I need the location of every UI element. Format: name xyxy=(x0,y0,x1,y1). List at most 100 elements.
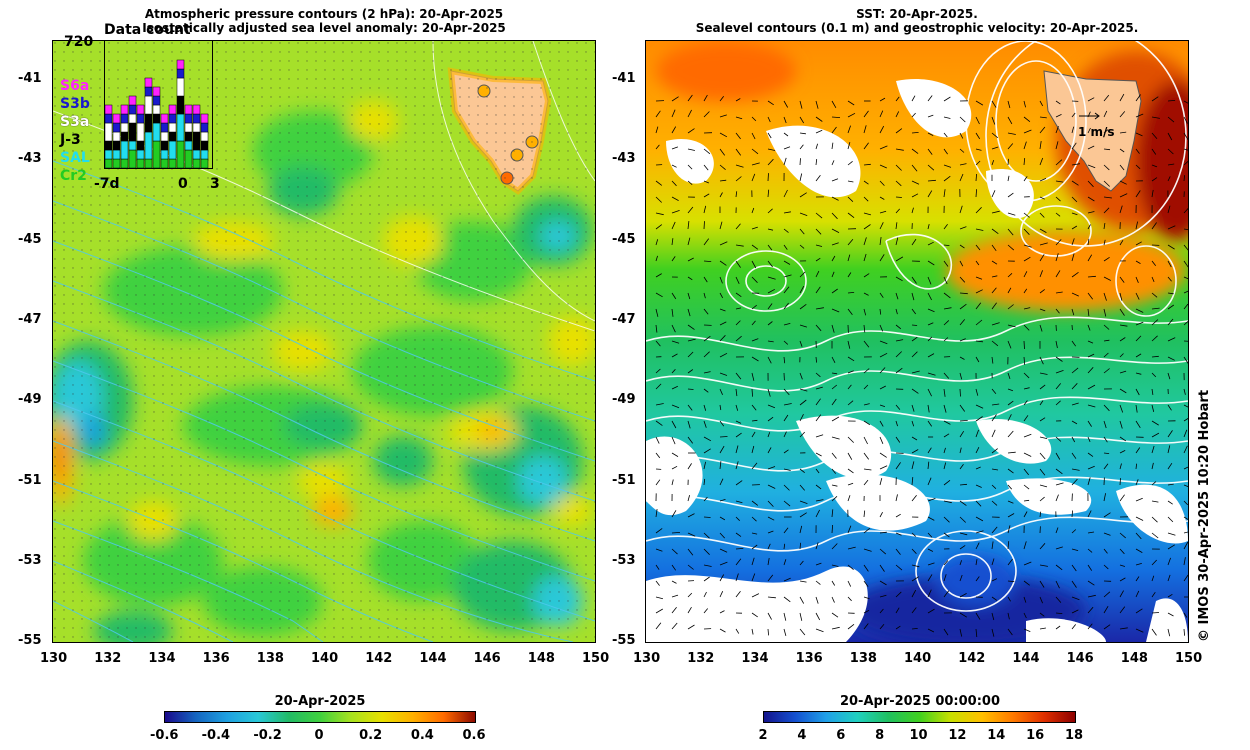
velocity-arrow xyxy=(975,466,981,470)
velocity-arrow xyxy=(1167,148,1174,155)
velocity-arrow xyxy=(1087,465,1095,470)
right-colorbar-title: 20-Apr-2025 00:00:00 xyxy=(839,694,1001,709)
inset-bar-segment xyxy=(176,77,185,97)
inset-bar-segment xyxy=(112,158,121,169)
velocity-arrow xyxy=(1151,335,1158,342)
velocity-arrow xyxy=(847,525,852,534)
velocity-arrow xyxy=(975,160,981,166)
velocity-arrow xyxy=(911,193,919,198)
velocity-arrow xyxy=(895,404,901,410)
velocity-arrow xyxy=(1023,628,1031,632)
velocity-arrow xyxy=(1039,580,1045,588)
velocity-arrow xyxy=(799,285,805,294)
velocity-arrow xyxy=(719,388,723,395)
velocity-arrow xyxy=(1071,564,1077,572)
velocity-arrow xyxy=(863,436,868,445)
velocity-arrow xyxy=(943,590,950,598)
velocity-arrow xyxy=(1103,352,1109,358)
velocity-arrow xyxy=(895,324,902,330)
velocity-arrow xyxy=(1151,612,1160,614)
velocity-arrow xyxy=(1151,189,1154,198)
velocity-arrow xyxy=(927,114,934,118)
velocity-arrow xyxy=(1023,340,1025,350)
velocity-arrow xyxy=(815,434,824,438)
velocity-arrow xyxy=(1023,561,1032,566)
velocity-arrow xyxy=(1039,126,1046,134)
velocity-arrow xyxy=(783,559,787,566)
velocity-arrow xyxy=(1071,529,1077,534)
velocity-arrow xyxy=(703,351,710,358)
inset-bar-segment xyxy=(104,140,113,151)
velocity-arrow xyxy=(1103,591,1111,598)
velocity-arrow xyxy=(863,196,869,202)
inset-bar-segment xyxy=(144,131,153,160)
velocity-arrow xyxy=(655,126,659,134)
velocity-arrow xyxy=(943,479,951,486)
velocity-arrow xyxy=(975,189,977,198)
velocity-arrow xyxy=(1135,94,1141,102)
velocity-arrow xyxy=(783,211,791,214)
velocity-arrow xyxy=(1087,404,1096,408)
velocity-arrow xyxy=(671,180,677,187)
velocity-arrow xyxy=(1151,462,1154,470)
sea-level-anomaly-map[interactable] xyxy=(52,40,596,643)
velocity-arrow xyxy=(687,109,692,118)
velocity-arrow xyxy=(671,340,680,344)
velocity-arrow xyxy=(1119,193,1128,198)
velocity-arrow xyxy=(1183,340,1188,342)
velocity-arrow xyxy=(1167,244,1175,250)
velocity-arrow xyxy=(735,164,744,168)
velocity-arrow xyxy=(1135,190,1141,198)
velocity-arrow xyxy=(847,495,851,502)
velocity-arrow xyxy=(671,548,678,555)
velocity-arrow xyxy=(703,516,711,518)
velocity-arrow xyxy=(863,468,872,471)
velocity-arrow xyxy=(1087,623,1093,630)
velocity-arrow xyxy=(863,596,870,600)
velocity-arrow xyxy=(655,212,664,216)
velocity-arrow xyxy=(847,580,852,587)
velocity-arrow xyxy=(1167,516,1174,523)
velocity-arrow xyxy=(1183,628,1185,636)
velocity-arrow xyxy=(735,558,742,566)
velocity-arrow xyxy=(831,116,841,118)
velocity-arrow xyxy=(799,116,805,124)
velocity-arrow xyxy=(1183,388,1186,395)
velocity-arrow xyxy=(1055,468,1063,475)
velocity-arrow xyxy=(719,292,724,299)
velocity-arrow xyxy=(959,226,967,230)
velocity-arrow xyxy=(1055,239,1062,246)
right-lat-tick-label: -49 xyxy=(612,392,636,408)
inset-bar-segment xyxy=(112,122,121,133)
velocity-arrow xyxy=(655,608,664,614)
inset-bar-segment xyxy=(120,122,129,133)
sst-map[interactable]: 1 m/s xyxy=(645,40,1189,643)
velocity-arrow xyxy=(1071,292,1079,297)
velocity-arrow xyxy=(815,372,821,378)
inset-xlabel-end: 3 xyxy=(210,176,220,192)
velocity-arrow xyxy=(959,260,964,267)
velocity-arrow xyxy=(943,175,951,182)
inset-bar-segment xyxy=(136,122,145,142)
velocity-arrow xyxy=(879,531,887,534)
velocity-arrow xyxy=(1183,356,1188,364)
velocity-arrow xyxy=(1023,176,1028,182)
velocity-arrow xyxy=(831,271,835,278)
velocity-arrow xyxy=(1183,429,1188,438)
velocity-arrow xyxy=(959,388,961,397)
velocity-arrow xyxy=(719,561,728,566)
velocity-arrow xyxy=(1135,260,1141,264)
inset-bar-segment xyxy=(152,122,161,142)
velocity-arrow xyxy=(655,596,664,600)
velocity-arrow xyxy=(959,447,962,454)
velocity-arrow xyxy=(1007,580,1015,583)
velocity-arrow xyxy=(1135,563,1142,566)
velocity-arrow xyxy=(847,160,853,166)
velocity-arrow xyxy=(1007,175,1010,182)
velocity-arrow xyxy=(1151,575,1155,582)
velocity-arrow xyxy=(1007,484,1013,490)
velocity-arrow xyxy=(815,562,822,566)
velocity-arrow xyxy=(1103,463,1109,470)
velocity-arrow xyxy=(815,244,823,247)
velocity-arrow xyxy=(927,260,935,266)
